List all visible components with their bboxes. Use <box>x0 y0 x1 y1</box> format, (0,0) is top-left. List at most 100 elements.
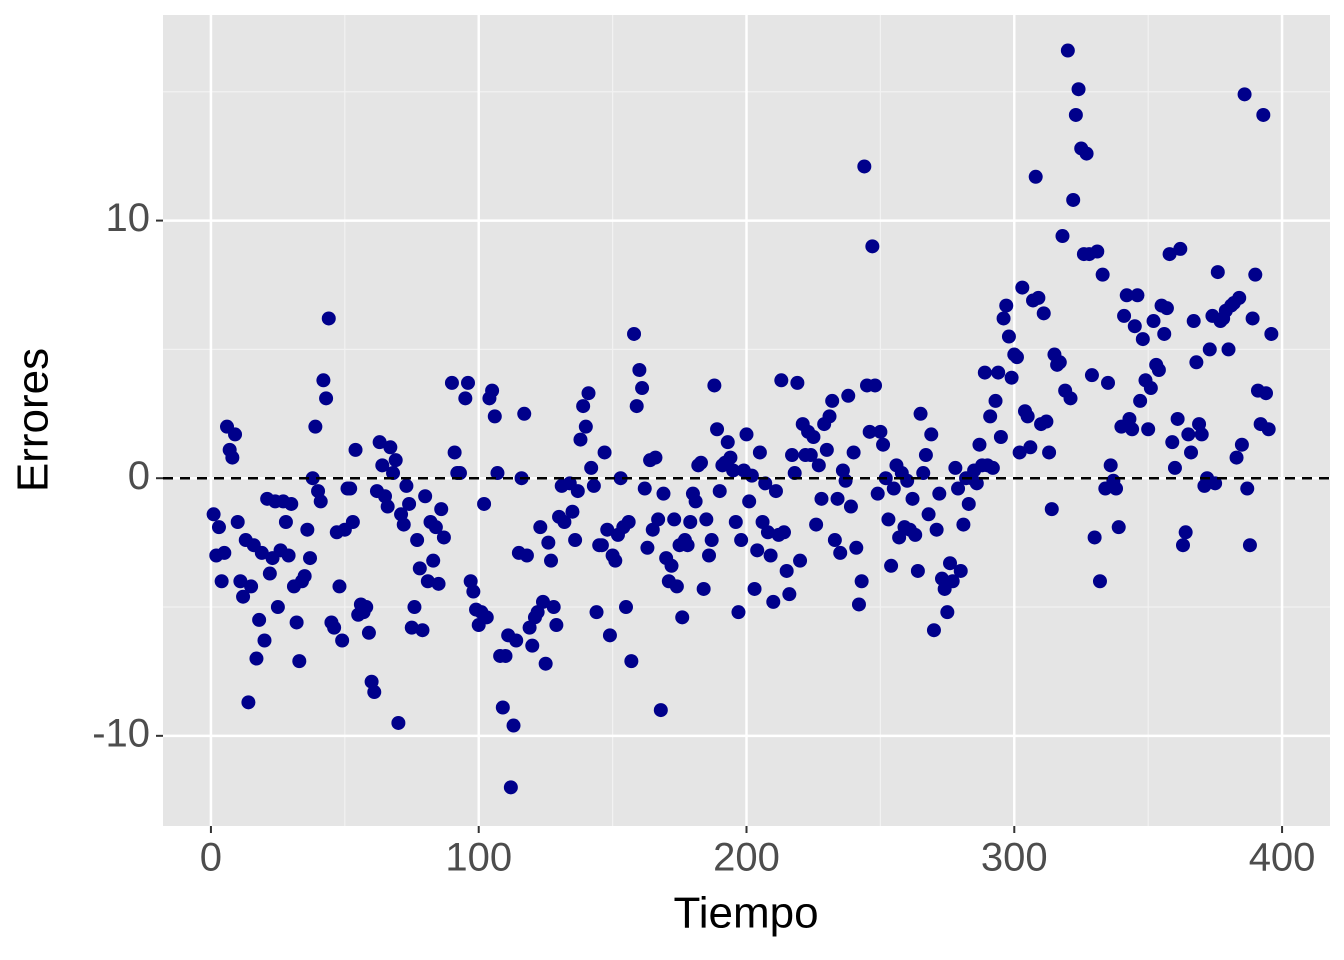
point <box>485 383 500 398</box>
point <box>1004 370 1019 385</box>
point <box>787 466 802 481</box>
point <box>461 375 476 390</box>
point <box>910 563 925 578</box>
point <box>1146 314 1161 329</box>
point <box>635 381 650 396</box>
point <box>768 484 783 499</box>
point <box>961 496 976 511</box>
point <box>707 378 722 393</box>
point <box>1248 267 1263 282</box>
point <box>892 530 907 545</box>
point <box>549 618 564 633</box>
point <box>1071 82 1086 97</box>
point <box>849 540 864 555</box>
point <box>477 496 492 511</box>
point <box>710 422 725 437</box>
point <box>1242 538 1257 553</box>
point <box>332 579 347 594</box>
point <box>822 409 837 424</box>
point <box>929 522 944 537</box>
point <box>613 471 628 486</box>
point <box>862 424 877 439</box>
point <box>412 561 427 576</box>
point <box>541 535 556 550</box>
point <box>948 460 963 475</box>
point <box>993 429 1008 444</box>
point <box>594 538 609 553</box>
point <box>726 463 741 478</box>
point <box>1042 445 1057 460</box>
point <box>720 435 735 450</box>
point <box>1101 375 1116 390</box>
point <box>996 311 1011 326</box>
point <box>1090 244 1105 259</box>
point <box>1143 381 1158 396</box>
point <box>857 159 872 174</box>
point <box>262 566 277 581</box>
point <box>825 393 840 408</box>
point <box>230 515 245 530</box>
point <box>399 478 414 493</box>
point <box>257 633 272 648</box>
point <box>1237 87 1252 102</box>
point <box>233 574 248 589</box>
point <box>704 533 719 548</box>
point <box>699 512 714 527</box>
point <box>833 545 848 560</box>
point <box>728 515 743 530</box>
point <box>951 481 966 496</box>
point <box>873 424 888 439</box>
point <box>1258 386 1273 401</box>
point <box>1127 319 1142 334</box>
point <box>1117 308 1132 323</box>
point <box>991 365 1006 380</box>
point <box>254 545 269 560</box>
point <box>621 515 636 530</box>
point <box>576 399 591 414</box>
point <box>1162 247 1177 262</box>
point <box>1229 450 1244 465</box>
point <box>1189 355 1204 370</box>
point <box>1232 290 1247 305</box>
point <box>517 406 532 421</box>
point <box>723 450 738 465</box>
point <box>1084 368 1099 383</box>
point <box>391 715 406 730</box>
x-tick-label: 400 <box>1249 836 1316 880</box>
point <box>999 298 1014 313</box>
point <box>1234 437 1249 452</box>
point <box>747 581 762 596</box>
point <box>969 476 984 491</box>
point <box>1159 301 1174 316</box>
point <box>418 489 433 504</box>
point <box>270 600 285 615</box>
point <box>236 589 251 604</box>
point <box>1184 445 1199 460</box>
point <box>466 584 481 599</box>
point <box>760 525 775 540</box>
point <box>479 610 494 625</box>
point <box>1109 481 1124 496</box>
point <box>388 453 403 468</box>
point <box>688 494 703 509</box>
point <box>988 393 1003 408</box>
point <box>766 594 781 609</box>
y-tick-label: 0 <box>128 454 150 498</box>
point <box>637 481 652 496</box>
point <box>1167 460 1182 475</box>
point <box>1240 481 1255 496</box>
point <box>316 373 331 388</box>
point <box>916 466 931 481</box>
point <box>972 437 987 452</box>
point <box>1208 476 1223 491</box>
point <box>956 517 971 532</box>
point <box>206 507 221 522</box>
point <box>1256 107 1271 122</box>
point <box>1066 192 1081 207</box>
point <box>868 378 883 393</box>
point <box>985 460 1000 475</box>
point <box>1060 43 1075 58</box>
point <box>846 445 861 460</box>
point <box>281 548 296 563</box>
point <box>667 512 682 527</box>
